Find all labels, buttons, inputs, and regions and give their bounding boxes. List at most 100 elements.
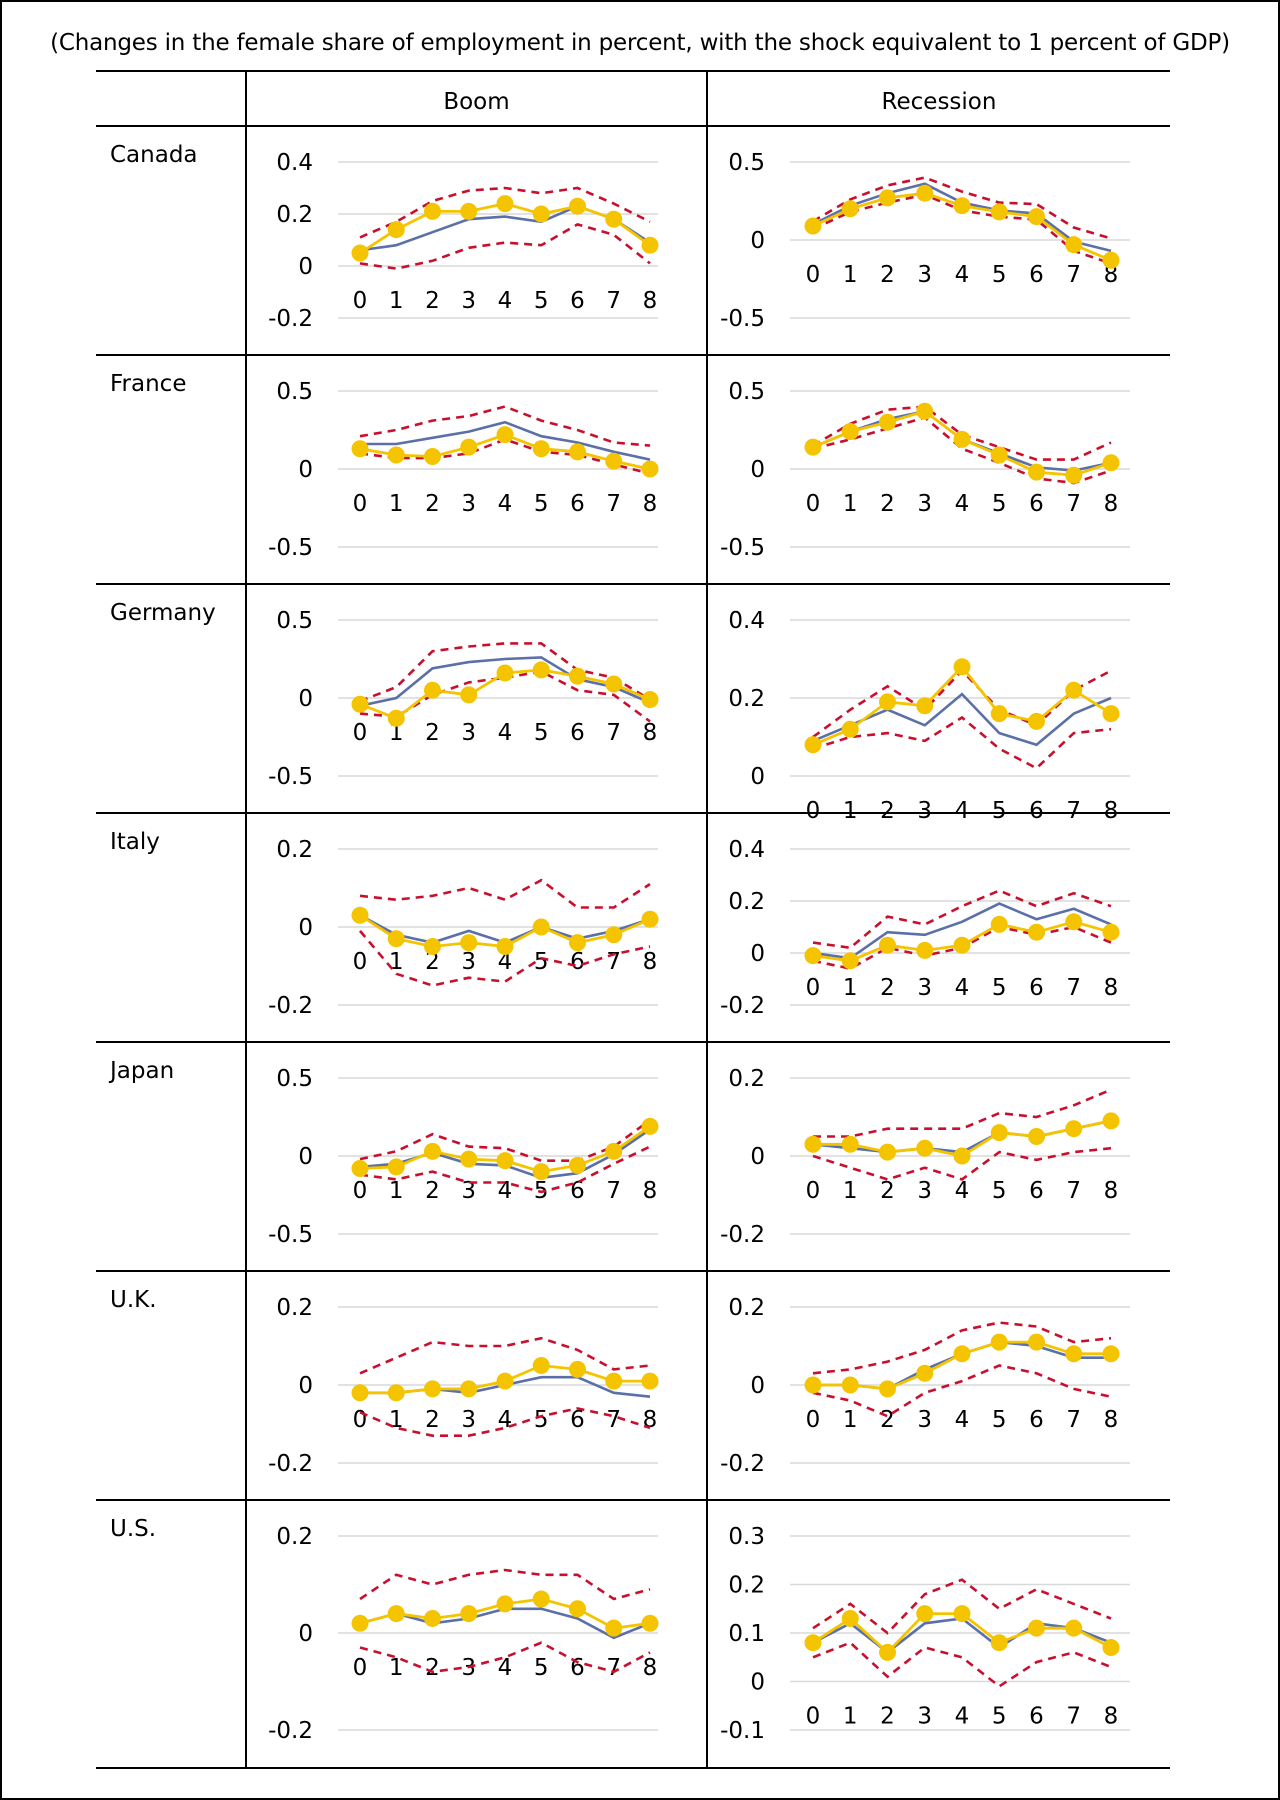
germany-recession-xtick-label: 5 — [992, 798, 1007, 824]
japan-recession-point-estimate-marker — [879, 1143, 896, 1161]
italy-recession-alternative-line — [812, 902, 1112, 960]
japan-recession-xtick-label: 2 — [880, 1178, 895, 1204]
us-recession-xtick-label: 8 — [1104, 1704, 1119, 1730]
japan-recession-ytick-label: 0 — [750, 1144, 765, 1170]
japan-boom-lower-band-line — [359, 1145, 651, 1194]
canada-recession-xtick-label: 4 — [955, 262, 970, 288]
germany-recession-lower-band-line — [812, 715, 1112, 770]
uk-recession-xtick-label: 0 — [806, 1407, 821, 1433]
uk-recession-point-estimate-marker — [1028, 1333, 1045, 1351]
france-recession-point-estimate-marker — [1065, 466, 1083, 484]
table-rule — [96, 1767, 1170, 1769]
france-recession-xtick-label: 2 — [880, 491, 895, 517]
row-label-france: France — [110, 371, 187, 397]
table-rule — [96, 70, 1170, 72]
uk-boom-xtick-label: 3 — [461, 1407, 476, 1433]
italy-boom-upper-band-line — [359, 878, 651, 909]
japan-boom-upper-band-line — [359, 1119, 651, 1162]
uk-boom-upper-band-line — [359, 1336, 651, 1375]
us-boom-ytick-label: 0.2 — [276, 1524, 313, 1550]
canada-boom-xtick-label: 5 — [534, 288, 549, 314]
italy-recession-point-estimate-marker — [990, 915, 1008, 933]
japan-boom-xtick-label: 7 — [606, 1178, 621, 1204]
canada-boom-point-estimate-marker — [460, 202, 478, 220]
uk-boom-xtick-label: 2 — [425, 1407, 440, 1433]
germany-boom-point-estimate-marker — [496, 664, 514, 682]
uk-recession-point-estimate-marker — [1102, 1345, 1120, 1363]
canada-recession-xtick-label: 5 — [992, 262, 1007, 288]
uk-recession-xtick-label: 8 — [1104, 1407, 1119, 1433]
canada-recession-xtick-label: 8 — [1104, 262, 1119, 288]
us-boom-lower-band-line — [359, 1641, 651, 1674]
france-boom-xtick-label: 6 — [570, 491, 585, 517]
france-recession-xtick-label: 6 — [1029, 491, 1044, 517]
germany-boom-lower-band-line — [359, 670, 651, 723]
italy-recession-xtick-label: 1 — [843, 975, 858, 1001]
uk-boom-xtick-label: 4 — [498, 1407, 513, 1433]
us-boom-point-estimate-marker — [641, 1614, 659, 1632]
germany-boom-xtick-label: 8 — [643, 720, 658, 746]
italy-recession-xtick-label: 3 — [917, 975, 932, 1001]
germany-recession-xtick-label: 2 — [880, 798, 895, 824]
canada-recession-xtick-label: 6 — [1029, 262, 1044, 288]
france-recession-upper-band-line — [812, 405, 1112, 461]
italy-boom-xtick-label: 8 — [643, 949, 658, 975]
canada-boom-point-estimate-marker — [387, 221, 405, 239]
canada-recession-xtick-label: 1 — [843, 262, 858, 288]
us-recession-point-estimate-marker — [1065, 1619, 1083, 1637]
japan-boom-xtick-label: 1 — [389, 1178, 404, 1204]
us-recession-ytick-label: -0.1 — [720, 1718, 765, 1744]
uk-recession-point-estimate-marker — [841, 1376, 859, 1394]
canada-boom-ytick-label: 0.4 — [276, 150, 313, 176]
us-recession-point-estimate-marker — [804, 1634, 822, 1652]
france-boom-ytick-label: 0 — [298, 457, 313, 483]
canada-recession-ytick-label: 0 — [750, 228, 765, 254]
italy-boom-ytick-label: 0.2 — [276, 837, 313, 863]
table-rule — [96, 1041, 1170, 1043]
column-header-boom: Boom — [443, 89, 510, 115]
uk-boom-point-estimate-marker — [569, 1360, 586, 1378]
france-boom-upper-band-line — [359, 405, 651, 447]
germany-boom-point-estimate-marker — [532, 661, 550, 679]
italy-recession-point-estimate-marker — [1065, 913, 1083, 931]
japan-boom-ytick-label: 0.5 — [276, 1066, 313, 1092]
canada-boom-point-estimate-marker — [424, 202, 441, 220]
us-recession-point-estimate-marker — [953, 1605, 971, 1623]
canada-boom-ytick-label: 0 — [298, 254, 313, 280]
uk-recession-xtick-label: 7 — [1066, 1407, 1081, 1433]
germany-recession-point-estimate-marker — [953, 658, 971, 676]
us-recession-xtick-label: 1 — [843, 1704, 858, 1730]
france-recession-point-estimate-marker — [990, 446, 1008, 464]
japan-boom-xtick-label: 2 — [425, 1178, 440, 1204]
canada-boom-xtick-label: 8 — [643, 288, 658, 314]
uk-recession-lower-band-line — [812, 1364, 1112, 1418]
germany-recession-xtick-label: 0 — [806, 798, 821, 824]
germany-boom-point-estimate-marker — [460, 686, 478, 704]
france-recession-point-estimate-marker — [879, 413, 896, 431]
us-boom-point-estimate-marker — [569, 1600, 586, 1618]
us-boom-xtick-label: 1 — [389, 1655, 404, 1681]
canada-recession-point-estimate-marker — [1102, 251, 1120, 269]
uk-boom-point-estimate-marker — [641, 1372, 659, 1390]
france-boom-xtick-label: 3 — [461, 491, 476, 517]
canada-boom-xtick-label: 7 — [606, 288, 621, 314]
us-recession-point-estimate-marker — [841, 1609, 859, 1627]
france-recession-ytick-label: -0.5 — [720, 535, 765, 561]
italy-recession-ytick-label: -0.2 — [720, 993, 765, 1019]
italy-boom-xtick-label: 6 — [570, 949, 585, 975]
italy-boom-xtick-label: 4 — [498, 949, 513, 975]
japan-boom-point-estimate-marker — [387, 1158, 405, 1176]
uk-recession-point-estimate-marker — [990, 1333, 1008, 1351]
germany-recession-point-estimate-marker — [804, 736, 822, 754]
italy-boom-xtick-label: 2 — [425, 949, 440, 975]
germany-boom-point-estimate-marker — [424, 681, 441, 699]
us-boom-ytick-label: 0 — [298, 1621, 313, 1647]
us-recession-xtick-label: 7 — [1066, 1704, 1081, 1730]
germany-recession-xtick-label: 7 — [1066, 798, 1081, 824]
italy-recession-point-estimate-marker — [916, 941, 934, 959]
germany-boom-point-estimate-marker — [351, 695, 369, 713]
italy-boom-xtick-label: 0 — [353, 949, 368, 975]
italy-boom-xtick-label: 7 — [606, 949, 621, 975]
